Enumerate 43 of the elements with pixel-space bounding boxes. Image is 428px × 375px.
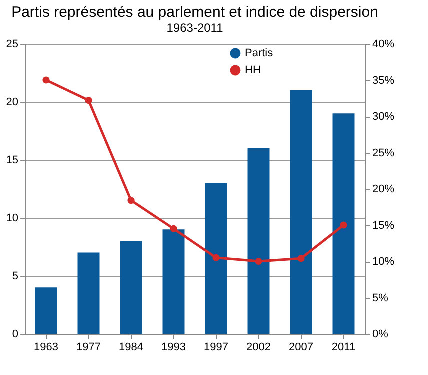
legend-label: HH [245, 64, 261, 76]
point [170, 225, 178, 232]
legend-label: Partis [245, 48, 274, 60]
y2-tick-label: 20% [372, 184, 395, 196]
x-tick-label: 2011 [332, 342, 356, 354]
x-tick-label: 1977 [76, 342, 101, 354]
point [42, 76, 50, 84]
point [340, 222, 348, 229]
point [212, 254, 220, 262]
y-tick-label: 20 [6, 96, 18, 108]
y2-tick-label: 40% [372, 38, 395, 50]
bar [248, 148, 270, 334]
point [255, 258, 262, 266]
y2-tick-label: 15% [372, 220, 395, 232]
bar [162, 230, 185, 334]
y-tick-label: 10 [6, 212, 18, 224]
x-tick-label: 2007 [289, 342, 314, 354]
point [128, 197, 135, 204]
bar [290, 90, 312, 334]
y2-tick-label: 0% [372, 328, 389, 340]
y-tick-label: 5 [12, 270, 18, 282]
y2-tick-label: 30% [372, 111, 395, 123]
x-tick-label: 2002 [246, 342, 271, 354]
x-tick-label: 1963 [34, 342, 58, 354]
bar [205, 183, 228, 334]
y2-tick-label: 10% [372, 256, 395, 268]
point [298, 255, 305, 262]
y2-tick-label: 35% [372, 74, 395, 87]
x-tick-label: 1993 [162, 342, 186, 354]
bar [35, 288, 58, 334]
y-tick-label: 15 [6, 154, 18, 166]
chart-title: Partis représentés au parlement et indice de dispersion [12, 4, 378, 21]
bar [78, 252, 100, 334]
y2-tick-label: 25% [372, 147, 395, 160]
bar [120, 241, 142, 334]
point [85, 97, 92, 104]
chart-subtitle: 1963-2011 [166, 21, 224, 35]
y2-tick-label: 5% [372, 292, 389, 304]
bar [332, 114, 355, 334]
y-tick-label: 25 [6, 38, 18, 50]
x-tick-label: 1997 [204, 342, 228, 354]
x-tick-label: 1984 [119, 342, 144, 354]
y-tick-label: 0 [12, 328, 18, 340]
